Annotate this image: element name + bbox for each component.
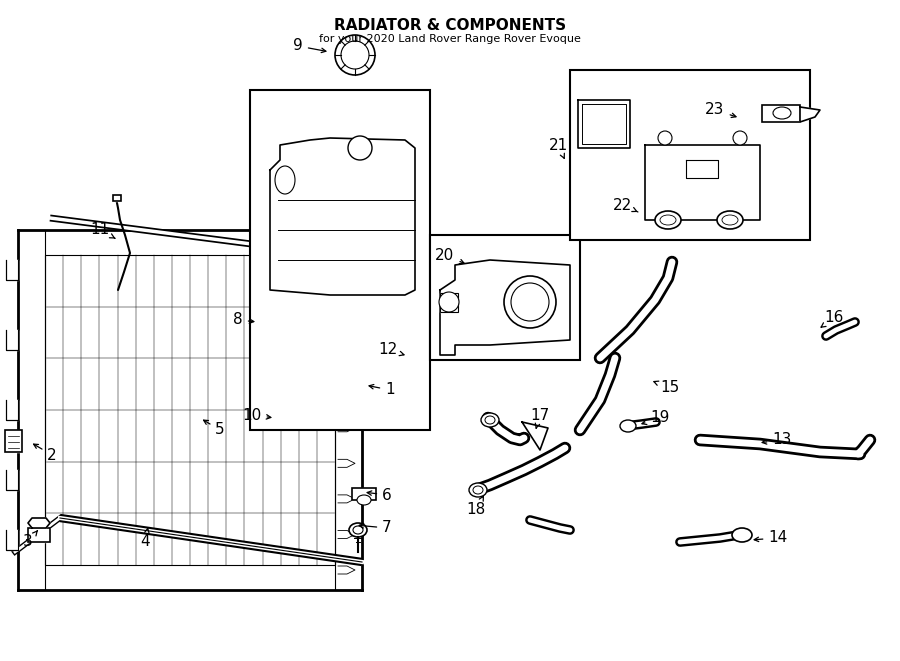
- Ellipse shape: [349, 523, 367, 537]
- Text: 1: 1: [369, 383, 395, 397]
- Text: 8: 8: [233, 313, 254, 327]
- Polygon shape: [800, 107, 820, 122]
- Polygon shape: [578, 100, 630, 148]
- Polygon shape: [270, 138, 415, 295]
- Polygon shape: [645, 145, 760, 220]
- Bar: [5, 430, 22, 452]
- Polygon shape: [6, 530, 18, 550]
- Ellipse shape: [275, 166, 295, 194]
- Ellipse shape: [353, 526, 363, 534]
- Bar: [113, 195, 121, 201]
- Text: 20: 20: [436, 247, 464, 264]
- Polygon shape: [18, 230, 45, 590]
- Ellipse shape: [469, 483, 487, 497]
- Polygon shape: [6, 330, 18, 350]
- Ellipse shape: [485, 416, 495, 424]
- Polygon shape: [522, 422, 548, 450]
- Polygon shape: [5, 430, 22, 452]
- Text: 14: 14: [754, 531, 788, 545]
- Text: 6: 6: [367, 488, 392, 502]
- Bar: [570, 70, 810, 240]
- Circle shape: [341, 41, 369, 69]
- Text: 15: 15: [654, 381, 680, 395]
- Circle shape: [348, 136, 372, 160]
- Text: 13: 13: [762, 432, 792, 447]
- Polygon shape: [28, 518, 50, 528]
- Text: 10: 10: [242, 407, 271, 422]
- Bar: [440, 293, 458, 312]
- Text: 4: 4: [140, 528, 149, 549]
- Text: RADIATOR & COMPONENTS: RADIATOR & COMPONENTS: [334, 18, 566, 33]
- Polygon shape: [45, 255, 335, 565]
- Polygon shape: [6, 260, 18, 280]
- Ellipse shape: [773, 107, 791, 119]
- Ellipse shape: [620, 420, 636, 432]
- Polygon shape: [28, 528, 50, 542]
- Circle shape: [733, 131, 747, 145]
- Polygon shape: [440, 293, 458, 312]
- Bar: [28, 528, 50, 542]
- Text: 21: 21: [548, 137, 568, 159]
- Ellipse shape: [473, 486, 483, 494]
- Bar: [762, 105, 800, 122]
- Polygon shape: [762, 105, 800, 122]
- Text: 7: 7: [359, 520, 392, 535]
- Bar: [335, 230, 362, 590]
- Bar: [430, 235, 580, 360]
- Polygon shape: [440, 260, 570, 355]
- Ellipse shape: [439, 292, 459, 312]
- Text: 23: 23: [706, 102, 736, 118]
- Text: 9: 9: [293, 38, 326, 54]
- Bar: [250, 90, 430, 430]
- Ellipse shape: [732, 528, 752, 542]
- Text: 12: 12: [378, 342, 404, 358]
- Ellipse shape: [722, 215, 738, 225]
- Polygon shape: [113, 195, 121, 201]
- Circle shape: [335, 35, 375, 75]
- Text: 3: 3: [23, 531, 38, 549]
- Polygon shape: [582, 104, 626, 144]
- Bar: [45, 255, 335, 565]
- Ellipse shape: [504, 276, 556, 328]
- Ellipse shape: [511, 283, 549, 321]
- Text: 19: 19: [642, 410, 670, 426]
- Circle shape: [658, 131, 672, 145]
- Text: 18: 18: [466, 496, 486, 518]
- Ellipse shape: [481, 413, 499, 427]
- Bar: [18, 230, 45, 590]
- Bar: [352, 488, 376, 500]
- Polygon shape: [686, 160, 718, 178]
- Polygon shape: [6, 470, 18, 490]
- Ellipse shape: [655, 211, 681, 229]
- Polygon shape: [335, 230, 362, 590]
- Ellipse shape: [357, 495, 371, 505]
- Polygon shape: [352, 488, 376, 500]
- Text: 11: 11: [90, 223, 115, 239]
- Text: 22: 22: [614, 198, 638, 212]
- Text: 2: 2: [33, 444, 57, 463]
- Ellipse shape: [717, 211, 743, 229]
- Polygon shape: [6, 400, 18, 420]
- Ellipse shape: [660, 215, 676, 225]
- Text: 17: 17: [530, 407, 550, 428]
- Text: for your 2020 Land Rover Range Rover Evoque: for your 2020 Land Rover Range Rover Evo…: [320, 34, 580, 44]
- Text: 16: 16: [821, 311, 843, 327]
- Text: 5: 5: [203, 420, 225, 438]
